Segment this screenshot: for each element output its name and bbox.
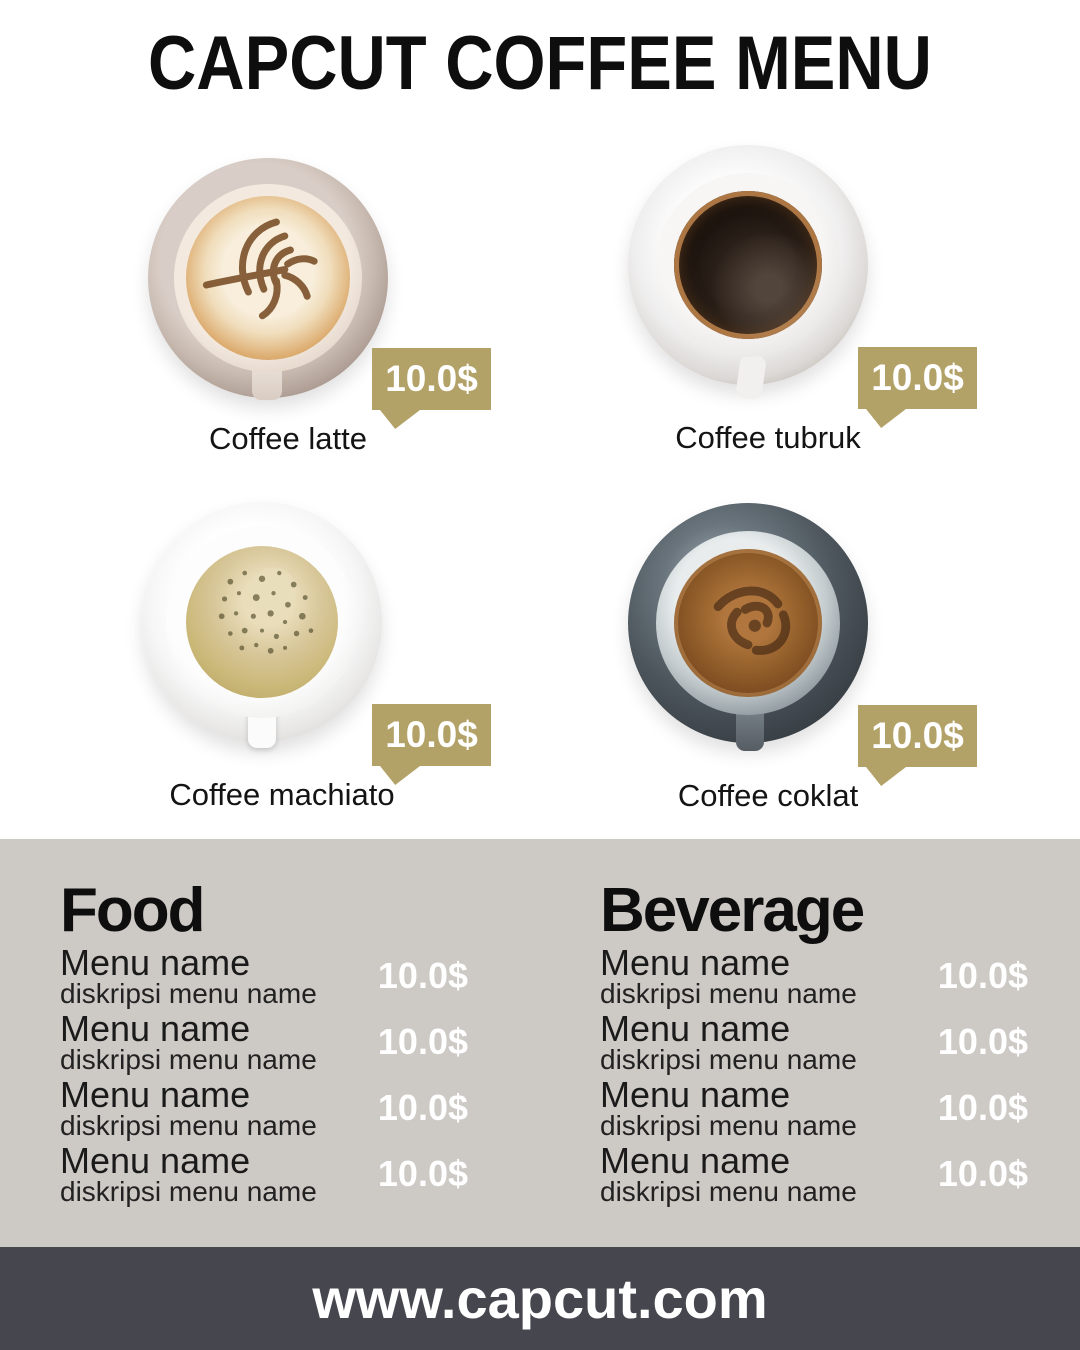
menu-item-name: Menu name xyxy=(60,1074,251,1115)
menu-item-description: diskripsi menu name xyxy=(600,1110,857,1141)
menu-item: Menu name diskripsi menu name 10.0$ xyxy=(60,1140,468,1207)
menu-item-price: 10.0$ xyxy=(377,1021,468,1062)
menu-item-description: diskripsi menu name xyxy=(60,978,317,1009)
menu-item-text: Menu name diskripsi menu name xyxy=(60,1140,317,1207)
coffee-highlight xyxy=(674,191,822,339)
menu-item-name: Menu name xyxy=(600,1074,791,1115)
menu-item-price: 10.0$ xyxy=(377,1087,468,1128)
crema-speckles xyxy=(218,567,314,654)
menu-item: Menu name diskripsi menu name 10.0$ xyxy=(600,1140,1028,1207)
product-card-coffee-tubruk: 10.0$ Coffee tubruk xyxy=(518,135,978,480)
menu-item: Menu name diskripsi menu name 10.0$ xyxy=(600,1074,1028,1141)
coffee-latte-image xyxy=(148,158,388,400)
price-label: 10.0$ xyxy=(871,715,964,756)
coffee-tubruk-image xyxy=(628,145,868,401)
chocolate-foam xyxy=(674,549,822,697)
menu-item-name: Menu name xyxy=(60,942,251,983)
product-name: Coffee coklat xyxy=(677,778,859,813)
menu-item-name: Menu name xyxy=(600,1008,791,1049)
menu-item-text: Menu name diskripsi menu name xyxy=(60,942,317,1009)
product-name: Coffee tubruk xyxy=(675,420,861,455)
product-card-coffee-machiato: 10.0$ Coffee machiato xyxy=(32,492,492,837)
product-card-coffee-latte: 10.0$ Coffee latte xyxy=(38,148,498,493)
beverage-menu-list: Menu name diskripsi menu name 10.0$ Menu… xyxy=(600,945,1028,1209)
price-label: 10.0$ xyxy=(385,714,478,755)
coffee-coklat-image xyxy=(628,503,868,751)
product-name: Coffee latte xyxy=(209,421,367,456)
food-heading: Food xyxy=(60,876,205,945)
menu-item: Menu name diskripsi menu name 10.0$ xyxy=(60,942,468,1009)
latte-art-fern xyxy=(202,218,318,320)
menu-item-text: Menu name diskripsi menu name xyxy=(600,1140,857,1207)
menu-item-description: diskripsi menu name xyxy=(60,1110,317,1141)
price-label: 10.0$ xyxy=(871,357,964,398)
price-tag: 10.0$ xyxy=(858,347,977,409)
product-card-coffee-coklat: 10.0$ Coffee coklat xyxy=(518,493,978,838)
price-tag: 10.0$ xyxy=(858,705,977,767)
beverage-heading: Beverage xyxy=(600,876,865,945)
menu-item-description: diskripsi menu name xyxy=(60,1176,317,1207)
menu-item-name: Menu name xyxy=(600,1140,791,1181)
website-url: www.capcut.com xyxy=(312,1267,768,1330)
menu-item-text: Menu name diskripsi menu name xyxy=(60,1008,317,1075)
menu-item-description: diskripsi menu name xyxy=(600,1044,857,1075)
menu-item-name: Menu name xyxy=(60,1140,251,1181)
menu-item-description: diskripsi menu name xyxy=(600,1176,857,1207)
menu-item-description: diskripsi menu name xyxy=(60,1044,317,1075)
menu-item-price: 10.0$ xyxy=(377,955,468,996)
price-tag: 10.0$ xyxy=(372,704,491,766)
menu-title: CAPCUT COFFEE MENU xyxy=(148,21,932,106)
cocoa-swirl xyxy=(713,586,791,655)
footer-bar: www.capcut.com xyxy=(0,1247,1080,1350)
menu-item-price: 10.0$ xyxy=(937,1021,1028,1062)
menu-item-text: Menu name diskripsi menu name xyxy=(600,942,857,1009)
menu-item-text: Menu name diskripsi menu name xyxy=(600,1074,857,1141)
menu-item: Menu name diskripsi menu name 10.0$ xyxy=(600,942,1028,1009)
black-coffee-surface xyxy=(674,191,822,339)
price-tag: 10.0$ xyxy=(372,348,491,410)
menu-item-price: 10.0$ xyxy=(377,1153,468,1194)
menu-item-name: Menu name xyxy=(600,942,791,983)
food-menu-list: Menu name diskripsi menu name 10.0$ Menu… xyxy=(60,945,468,1209)
menu-section-panel: Food Beverage Menu name diskripsi menu n… xyxy=(0,839,1080,1247)
menu-item-price: 10.0$ xyxy=(937,1087,1028,1128)
menu-item: Menu name diskripsi menu name 10.0$ xyxy=(600,1008,1028,1075)
menu-item-text: Menu name diskripsi menu name xyxy=(60,1074,317,1141)
cup-handle xyxy=(735,353,767,401)
menu-item-description: diskripsi menu name xyxy=(600,978,857,1009)
menu-item: Menu name diskripsi menu name 10.0$ xyxy=(60,1074,468,1141)
menu-item-price: 10.0$ xyxy=(937,1153,1028,1194)
menu-item-price: 10.0$ xyxy=(937,955,1028,996)
price-label: 10.0$ xyxy=(385,358,478,399)
coffee-machiato-image xyxy=(142,502,382,748)
menu-item: Menu name diskripsi menu name 10.0$ xyxy=(60,1008,468,1075)
menu-item-text: Menu name diskripsi menu name xyxy=(600,1008,857,1075)
product-name: Coffee machiato xyxy=(169,777,395,812)
menu-item-name: Menu name xyxy=(60,1008,251,1049)
